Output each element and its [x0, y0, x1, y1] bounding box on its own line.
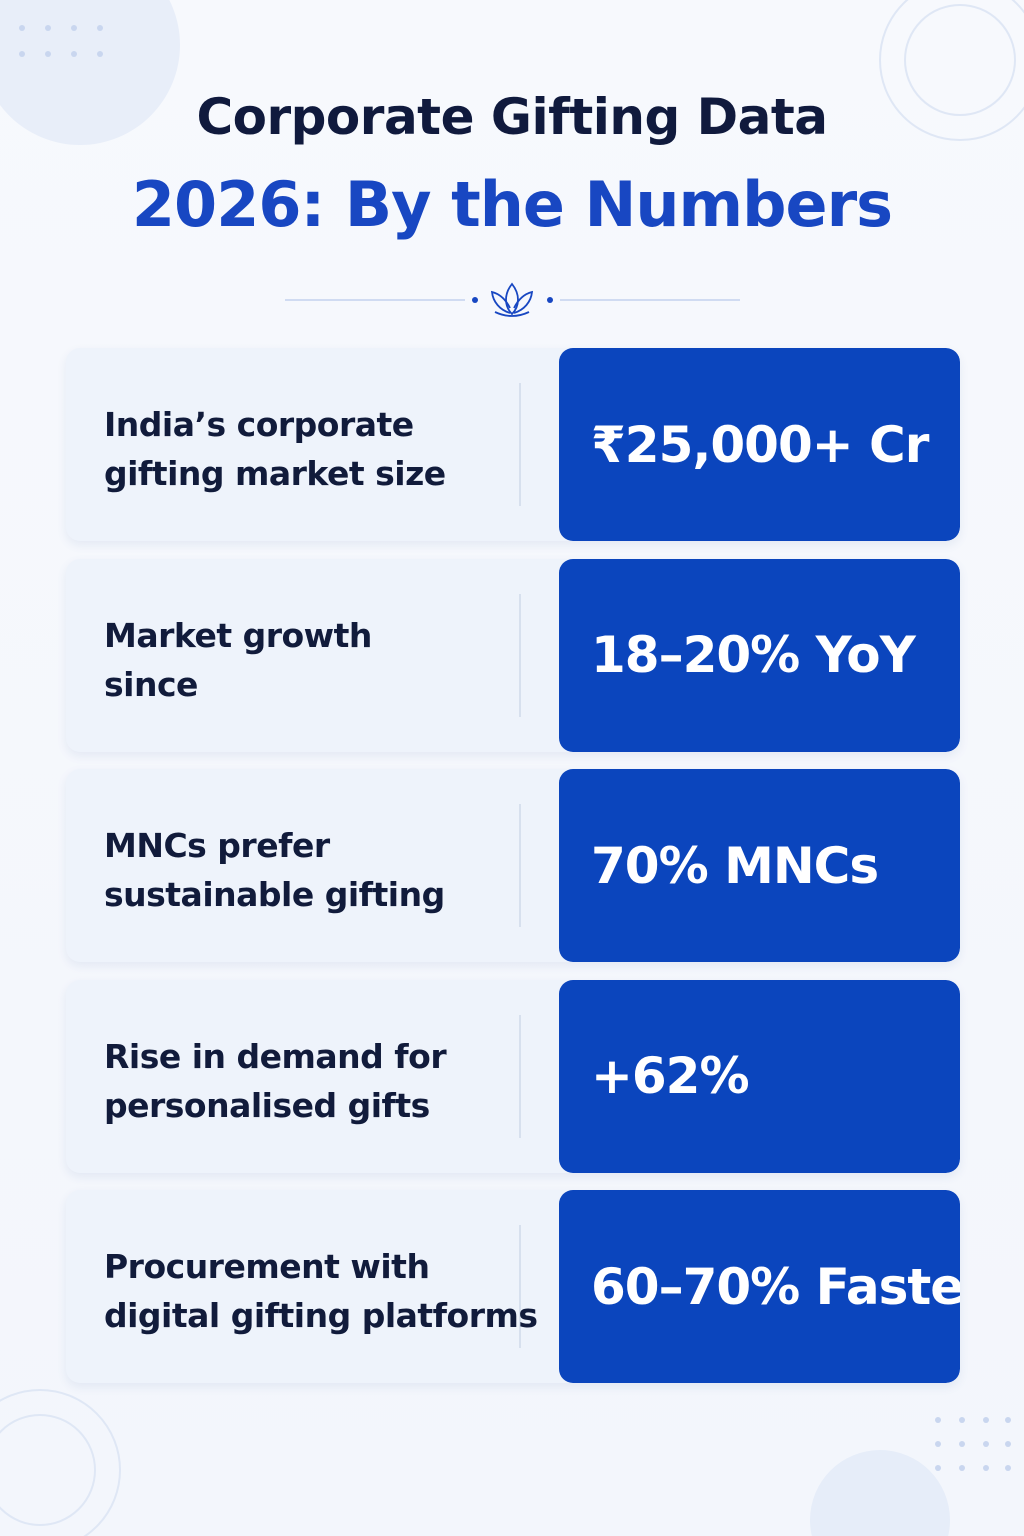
label-line: Rise in demand for	[104, 1036, 447, 1076]
label-line: since	[104, 664, 198, 704]
value-panel	[559, 1190, 960, 1383]
corner-circle	[810, 1450, 950, 1536]
separator	[519, 593, 521, 717]
separator	[519, 804, 521, 927]
separator	[519, 383, 521, 506]
divider-dot	[547, 297, 553, 303]
label-line: gifting market size	[104, 454, 446, 493]
stat-card: India’s corporate gifting market size ₹25,…	[66, 348, 960, 541]
value-panel	[559, 979, 960, 1173]
stat-label: Rise in demand for personalised gifts	[104, 1032, 447, 1130]
stat-card: Market growth since 18–20% YoY	[66, 558, 960, 752]
corner-circle	[0, 0, 180, 145]
stat-value: ₹25,000+ Cr	[591, 415, 929, 474]
stat-label: Market growth since	[104, 611, 372, 709]
dot-grid	[19, 25, 1011, 1471]
value-panel	[559, 769, 960, 962]
stat-value: 70% MNCs	[591, 836, 879, 895]
subtitle: 2026: By the Numbers	[131, 168, 893, 241]
label-line: personalised gifts	[104, 1085, 430, 1125]
stat-card: MNCs prefer sustainable gifting 70% MNCs	[66, 769, 960, 962]
mandala	[879, 0, 1024, 141]
stat-label: Procurement with digital gifting platform…	[104, 1242, 538, 1340]
mandala	[904, 4, 1016, 116]
label-line: sustainable gifting	[104, 875, 445, 914]
separator	[519, 1225, 521, 1348]
stat-value: +62%	[591, 1047, 750, 1105]
label-line: Procurement with	[104, 1247, 430, 1286]
separator	[519, 1014, 521, 1138]
stat-label: MNCs prefer sustainable gifting	[104, 821, 445, 919]
stat-card: Rise in demand for personalised gifts +62%	[66, 979, 960, 1173]
stat-value: 18–20% YoY	[591, 626, 916, 684]
label-line: India’s corporate	[104, 405, 414, 444]
label-line: Market growth	[104, 615, 372, 655]
value-panel	[559, 348, 960, 541]
value-panel	[559, 558, 960, 752]
stat-label: India’s corporate gifting market size	[104, 400, 446, 498]
mandala	[0, 1414, 96, 1526]
stat-card: Procurement with digital gifting platform…	[66, 1190, 960, 1383]
divider-dot	[472, 297, 478, 303]
label-line: digital gifting platforms	[104, 1296, 538, 1335]
title: Corporate Gifting Data	[196, 88, 828, 146]
label-line: MNCs prefer	[104, 826, 330, 865]
mandala	[0, 1389, 121, 1536]
lotus-icon	[490, 282, 534, 317]
stat-value: 60–70% Faster	[591, 1257, 960, 1316]
